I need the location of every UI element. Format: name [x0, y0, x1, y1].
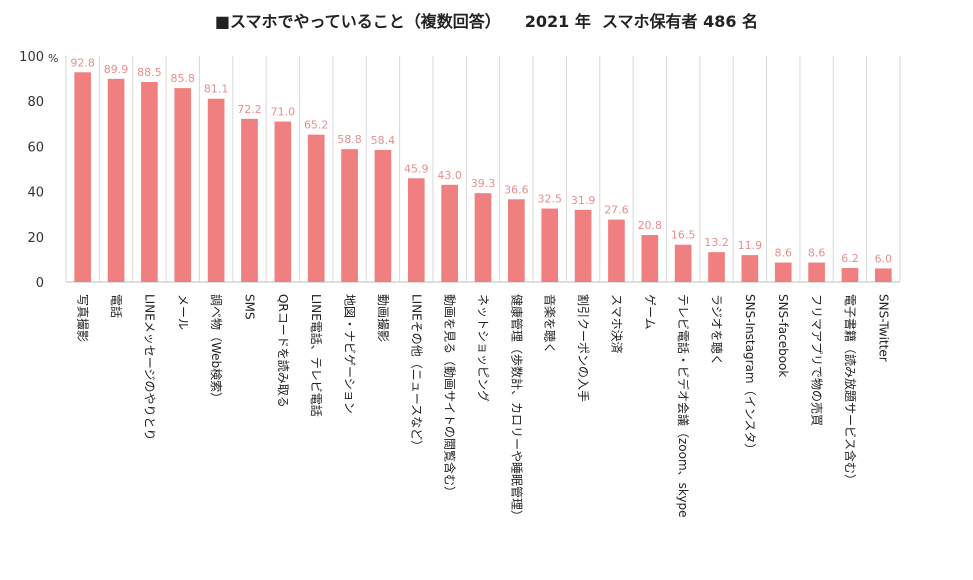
category-label: 写真撮影 — [76, 294, 90, 342]
data-label: 27.6 — [604, 204, 629, 217]
category-label: 動画撮影 — [376, 294, 390, 342]
bar — [341, 149, 358, 282]
bar — [207, 98, 225, 283]
data-label: 6.2 — [841, 252, 859, 265]
data-label: 36.6 — [504, 183, 529, 196]
category-label: 電話 — [109, 294, 124, 318]
data-label: 65.2 — [304, 119, 329, 132]
data-label: 85.8 — [171, 72, 196, 85]
bar — [474, 193, 492, 282]
y-tick-label: 80 — [27, 95, 44, 110]
category-label: QRコードを読み取る — [276, 294, 291, 408]
category-label: スマホ決済 — [609, 294, 624, 354]
y-tick-label: 0 — [36, 276, 44, 291]
axis-layer: 0 20 40 60 80 100% — [19, 50, 901, 291]
data-label: 8.6 — [774, 247, 792, 260]
category-label: 健康管理（歩数計、カロリーや睡眠管理） — [509, 294, 524, 522]
category-label: 音楽を聴く — [543, 294, 558, 354]
category-label: 地図・ナビゲーション — [343, 294, 357, 414]
labels-layer: 92.8 写真撮影 89.9 電話 88.5 LINEメッセージのやりとり 85.8 メール 8… — [70, 56, 892, 522]
data-label: 45.9 — [404, 162, 429, 175]
data-label: 43.0 — [437, 169, 462, 182]
data-label: 58.4 — [371, 134, 396, 147]
category-label: 調べ物（Web検索） — [209, 294, 223, 404]
bar — [141, 81, 158, 283]
bar — [441, 184, 458, 282]
bars-layer — [74, 72, 892, 283]
category-label: ラジオを聴く — [710, 294, 724, 366]
data-label: 58.8 — [337, 133, 362, 146]
data-label: 32.5 — [537, 193, 562, 206]
data-label: 6.0 — [875, 252, 893, 265]
data-label: 71.0 — [271, 106, 296, 119]
data-label: 92.8 — [70, 56, 95, 69]
data-label: 31.9 — [571, 194, 596, 207]
y-tick-label: 60 — [27, 140, 44, 155]
data-label: 89.9 — [104, 63, 129, 76]
data-label: 20.8 — [638, 219, 663, 232]
data-label: 39.3 — [471, 177, 496, 190]
bar — [674, 244, 692, 282]
bar — [107, 78, 125, 283]
bar — [307, 134, 325, 282]
category-label: メール — [176, 294, 190, 330]
category-label: 動画を見る（動画サイトの閲覧含む） — [443, 294, 458, 498]
bar — [407, 178, 425, 282]
bar — [508, 199, 525, 282]
category-label: テレビ電話・ビデオ会議（zoom、skype — [676, 294, 691, 518]
category-label: フリマアプリで物の売買 — [810, 294, 825, 426]
bar — [241, 118, 258, 282]
y-tick-label: 100 — [19, 50, 44, 65]
y-unit-label: % — [48, 52, 58, 65]
bar — [608, 219, 625, 282]
data-label: 8.6 — [808, 247, 826, 260]
bar — [274, 121, 292, 282]
bar — [174, 88, 192, 282]
data-label: 81.1 — [204, 83, 229, 96]
bar — [808, 262, 825, 282]
bar — [841, 267, 859, 282]
category-label: 割引クーポンの入手 — [576, 294, 591, 402]
category-label: SNS-facebook — [776, 294, 790, 377]
bar — [774, 262, 792, 282]
bar — [741, 255, 759, 282]
bar — [74, 72, 92, 282]
category-label: SNS-Twitter — [876, 294, 890, 362]
bar — [374, 150, 392, 282]
bar — [641, 234, 659, 282]
data-label: 88.5 — [137, 66, 162, 79]
data-label: 11.9 — [738, 239, 763, 252]
data-label: 13.2 — [704, 236, 729, 249]
category-label: ネットショッピング — [476, 294, 490, 402]
bar — [574, 209, 592, 282]
category-label: SNS-Instagram（インスタ） — [743, 294, 757, 455]
category-label: LINE電話、テレビ電話 — [309, 294, 324, 417]
data-label: 16.5 — [671, 229, 696, 242]
category-label: ゲーム — [643, 294, 657, 330]
category-label: 電子書籍（読み放題サービス含む） — [843, 294, 858, 486]
data-label: 72.2 — [237, 103, 262, 116]
bar — [541, 208, 559, 282]
category-label: SMS — [242, 294, 256, 320]
category-label: LINEその他（ニュースなど） — [409, 294, 423, 452]
chart-title: ■スマホでやっていること（複数回答） 2021 年 スマホ保有者 486 名 — [214, 12, 759, 31]
y-tick-label: 40 — [27, 186, 44, 201]
bar — [708, 252, 725, 282]
y-tick-label: 20 — [27, 231, 44, 246]
bar — [874, 268, 892, 282]
category-label: LINEメッセージのやりとり — [142, 294, 156, 441]
